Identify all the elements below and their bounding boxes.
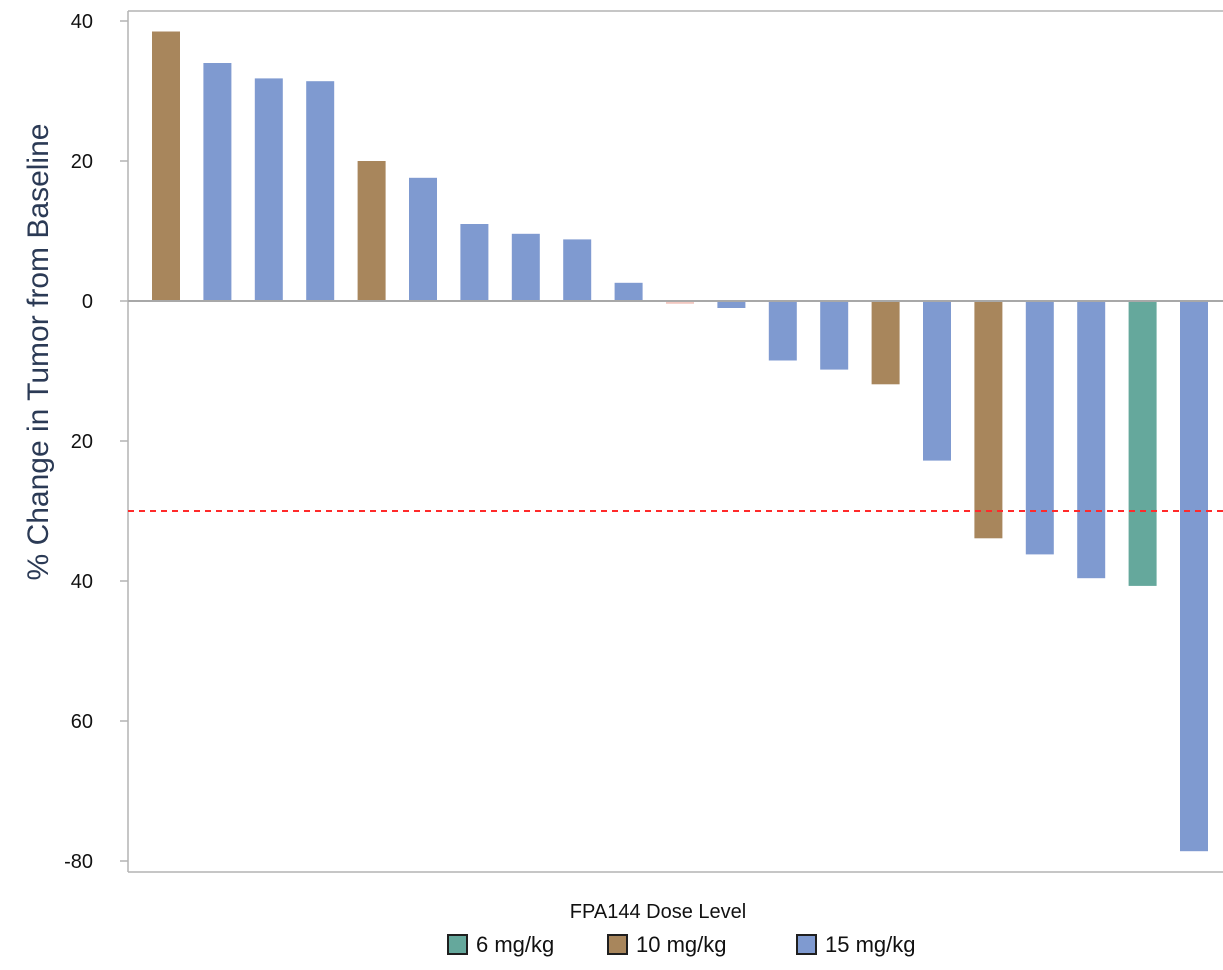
bar <box>974 301 1003 539</box>
bars <box>152 31 1208 852</box>
y-tick-label: 20 <box>71 431 93 453</box>
legend-swatch <box>607 934 628 955</box>
bar <box>409 177 437 301</box>
y-tick-label: 0 <box>82 291 93 313</box>
y-axis-title: % Change in Tumor from Baseline <box>22 124 55 581</box>
bar <box>563 239 592 301</box>
bar <box>614 282 643 301</box>
bar <box>460 224 489 301</box>
bar <box>666 301 694 304</box>
y-tick-label: 60 <box>71 711 93 733</box>
bar <box>1128 301 1157 586</box>
x-axis-title: FPA144 Dose Level <box>570 901 746 923</box>
bar <box>1077 301 1106 579</box>
y-tick-label: 20 <box>71 151 93 173</box>
axes <box>127 10 1223 873</box>
legend-swatch <box>796 934 817 955</box>
bar <box>768 301 797 361</box>
bar <box>357 161 386 301</box>
bar <box>203 63 232 301</box>
y-tick-label: 40 <box>71 571 93 593</box>
y-tick-label: -80 <box>64 851 93 873</box>
bar <box>717 301 746 308</box>
bar <box>254 78 283 302</box>
legend-label: 15 mg/kg <box>825 932 916 957</box>
bar <box>871 301 900 385</box>
bar <box>820 301 849 370</box>
y-ticks: 40 20 0 20 40 60 -80 <box>64 11 128 873</box>
bar <box>1180 301 1208 852</box>
bar <box>923 301 951 461</box>
legend-swatch <box>447 934 468 955</box>
bar <box>306 81 335 301</box>
legend: 6 mg/kg 10 mg/kg 15 mg/kg <box>447 932 916 957</box>
legend-label: 10 mg/kg <box>636 932 727 957</box>
bar <box>152 31 180 301</box>
legend-label: 6 mg/kg <box>476 932 554 957</box>
bar <box>1025 301 1054 555</box>
bar <box>511 233 540 301</box>
y-tick-label: 40 <box>71 11 93 33</box>
